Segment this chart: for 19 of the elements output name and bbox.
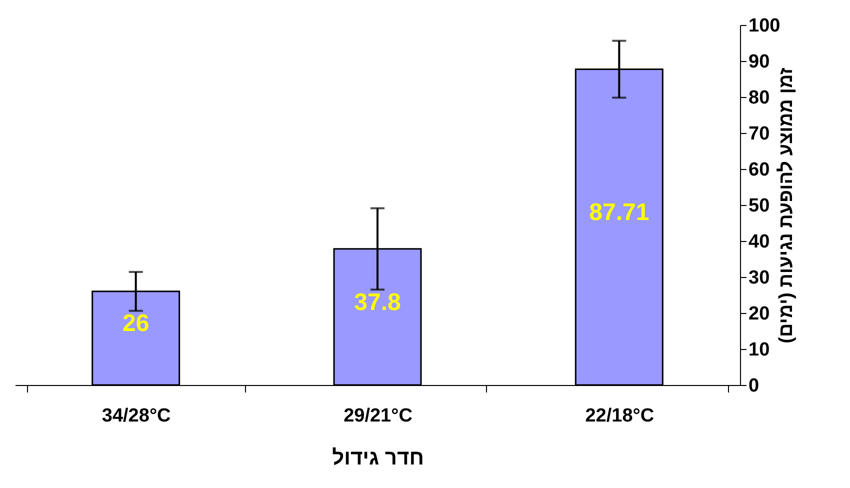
y-tick-label: 10: [748, 340, 770, 360]
y-tick-label: 60: [748, 160, 770, 180]
x-tick-label: 29/21°C: [344, 406, 413, 426]
x-tick-label: 34/28°C: [102, 406, 172, 426]
y-tick-label: 40: [748, 232, 770, 252]
y-tick-label: 90: [748, 52, 770, 72]
y-tick-label: 80: [748, 88, 770, 108]
y-tick-label: 70: [748, 124, 770, 144]
y-tick-label: 0: [748, 376, 760, 396]
y-axis-title: זמן ממוצע להופעת נגיעות (ימים): [776, 68, 798, 344]
data-label: 37.8: [354, 288, 401, 316]
y-tick-label: 50: [748, 196, 770, 216]
x-axis-title: חדר גידול: [332, 446, 424, 470]
data-label: 26: [122, 310, 150, 338]
y-tick-label: 100: [748, 16, 780, 36]
y-tick-label: 30: [748, 268, 770, 288]
y-tick-label: 20: [748, 304, 770, 324]
data-label: 87.71: [589, 199, 650, 226]
x-tick-label: 22/18°C: [585, 406, 654, 426]
